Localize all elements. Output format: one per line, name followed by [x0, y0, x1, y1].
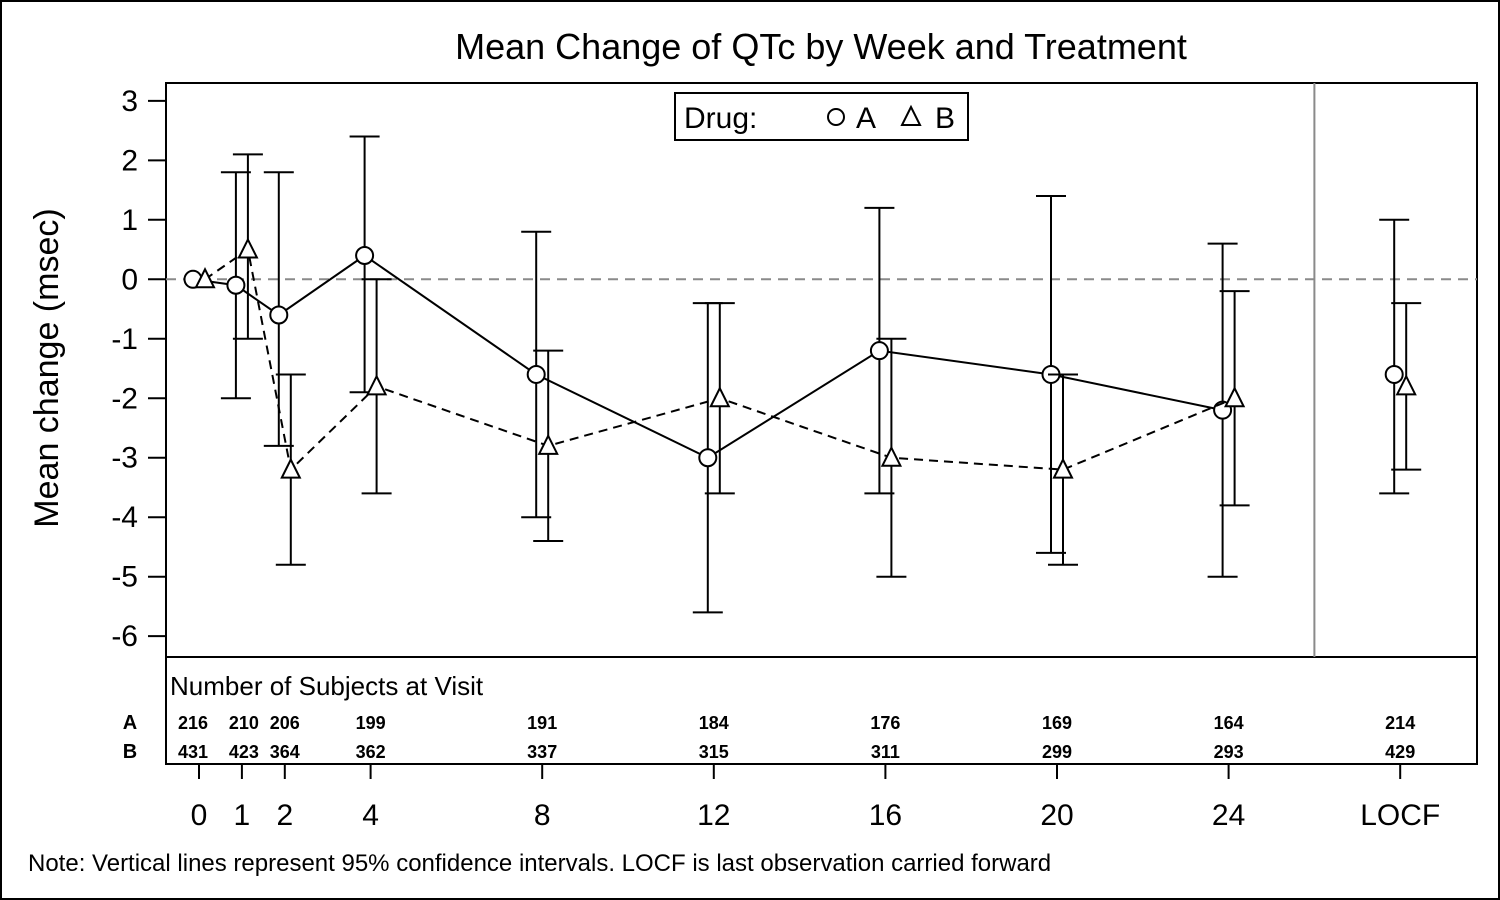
- x-tick-label: 20: [1040, 799, 1073, 832]
- series-A-point: [226, 275, 246, 295]
- y-tick-label: -3: [111, 442, 138, 475]
- x-tick-label: 24: [1212, 799, 1245, 832]
- x-tick-label: 4: [362, 799, 379, 832]
- table-count-cell: 362: [356, 742, 386, 762]
- table-count-cell: 431: [178, 742, 208, 762]
- chart-title: Mean Change of QTc by Week and Treatment: [455, 26, 1187, 67]
- y-tick-label: -5: [111, 561, 138, 594]
- table-row-label: B: [123, 741, 137, 763]
- y-tick-label: 2: [121, 144, 138, 177]
- table-count-cell: 429: [1385, 742, 1415, 762]
- table-count-cell: 191: [527, 713, 557, 733]
- series-B-point: [1395, 374, 1417, 396]
- table-count-cell: 184: [699, 713, 729, 733]
- x-tick-label: 2: [276, 799, 293, 832]
- series-B-point: [1223, 386, 1246, 408]
- y-tick-label: 1: [121, 204, 138, 237]
- table-count-cell: 364: [270, 742, 300, 762]
- series-A-point: [698, 448, 718, 468]
- legend-circle-icon: [827, 108, 845, 126]
- legend-triangle-icon: [900, 104, 922, 126]
- table-count-cell: 210: [229, 713, 259, 733]
- series-B-point: [880, 445, 903, 467]
- legend-entry-b: B: [935, 102, 955, 135]
- table-count-cell: 176: [870, 713, 900, 733]
- series-B-point: [237, 237, 259, 259]
- table-count-cell: 423: [229, 742, 259, 762]
- table-count-cell: 206: [270, 713, 300, 733]
- series-B-point: [280, 457, 302, 479]
- y-tick-label: 0: [121, 263, 138, 296]
- x-tick-label: 1: [234, 799, 251, 832]
- series-A-point: [355, 245, 375, 265]
- x-tick-label: 16: [869, 799, 902, 832]
- series-B-point: [1052, 457, 1074, 479]
- table-count-cell: 299: [1042, 742, 1072, 762]
- y-tick-label: -6: [111, 620, 138, 653]
- y-tick-label: -2: [111, 382, 138, 415]
- table-count-cell: 214: [1385, 713, 1415, 733]
- table-count-cell: 164: [1214, 713, 1244, 733]
- x-tick-label: 8: [534, 799, 551, 832]
- table-count-cell: 199: [356, 713, 386, 733]
- footnote: Note: Vertical lines represent 95% confi…: [28, 850, 1051, 877]
- x-tick-label: LOCF: [1360, 799, 1440, 832]
- table-count-cell: 293: [1214, 742, 1244, 762]
- table-count-cell: 216: [178, 713, 208, 733]
- y-axis-label: Mean change (msec): [28, 208, 66, 527]
- x-tick-label: 12: [697, 799, 730, 832]
- series-B-point: [537, 433, 559, 455]
- y-tick-label: -4: [111, 501, 138, 534]
- y-tick-label: 3: [121, 85, 138, 118]
- table-row-label: A: [123, 712, 137, 734]
- plot-frame: [165, 82, 1478, 765]
- x-tick-label: 0: [191, 799, 208, 832]
- series-B-point: [709, 386, 731, 408]
- series-A-point: [269, 305, 289, 325]
- table-count-cell: 315: [699, 742, 729, 762]
- legend-entry-a: A: [856, 102, 876, 135]
- series-A-point: [526, 364, 546, 384]
- legend-title: Drug:: [684, 102, 757, 135]
- series-A-point: [869, 341, 889, 361]
- table-count-cell: 169: [1042, 713, 1072, 733]
- table-count-cell: 337: [527, 742, 557, 762]
- table-count-cell: 311: [871, 742, 900, 762]
- subjects-table-title: Number of Subjects at Visit: [170, 671, 484, 701]
- y-tick-label: -1: [111, 323, 138, 356]
- series-B-point: [194, 267, 216, 289]
- series-B-point: [365, 374, 388, 396]
- series-A-point: [1384, 364, 1404, 384]
- legend-box: [674, 92, 969, 141]
